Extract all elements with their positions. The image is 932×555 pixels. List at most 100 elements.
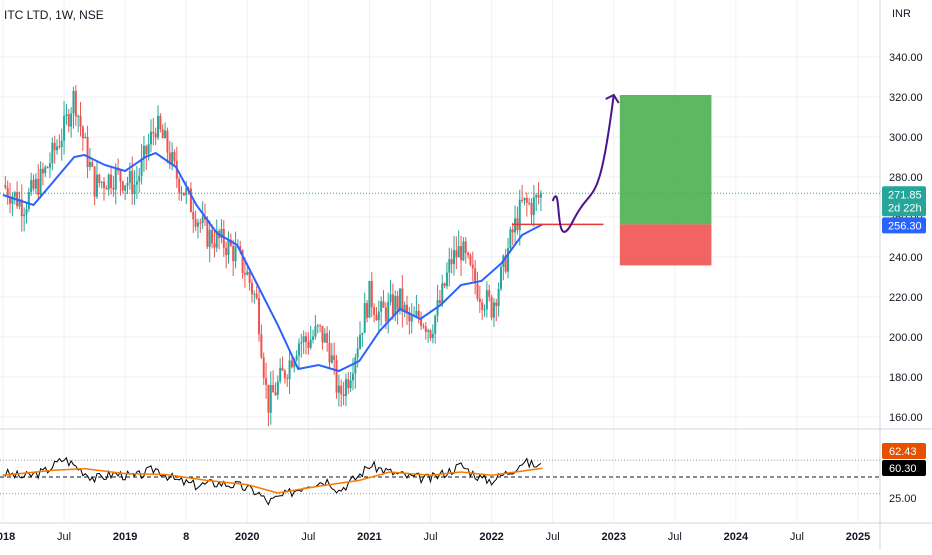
candle-body — [389, 294, 392, 302]
candle-body — [56, 146, 59, 151]
candle-body — [53, 142, 56, 151]
candle-body — [67, 114, 70, 127]
candle-body — [319, 325, 322, 327]
rsi-orange-label-box — [882, 443, 926, 459]
current-price-label: 271.85 — [888, 189, 922, 201]
target-zone — [619, 95, 712, 225]
price-tick-label: 220.00 — [889, 292, 923, 304]
candle-body — [462, 241, 465, 261]
candle-body — [349, 380, 352, 389]
candle-body — [415, 310, 418, 316]
candle-body — [521, 199, 524, 201]
candle-body — [406, 304, 409, 312]
candle-body — [528, 202, 531, 204]
candle-body — [255, 293, 258, 299]
candle-body — [441, 283, 444, 304]
candle-body — [297, 343, 300, 356]
candle-body — [159, 115, 162, 130]
candle-body — [166, 130, 169, 153]
candle-body — [135, 181, 138, 185]
candle-body — [119, 170, 122, 182]
candle-body — [342, 394, 345, 397]
candle-body — [537, 195, 540, 198]
candle-body — [124, 185, 127, 191]
candle-body — [48, 163, 51, 168]
time-tick-label: 2025 — [846, 531, 870, 543]
candle-body — [88, 162, 91, 167]
rsi-orange-label: 62.43 — [889, 446, 917, 458]
candle-body — [192, 211, 195, 220]
candle-body — [196, 222, 199, 227]
candle-body — [422, 325, 425, 327]
current-price-label-countdown: 2d 22h — [888, 202, 922, 214]
candle-body — [535, 195, 538, 198]
candle-body — [514, 218, 517, 233]
candle-body — [215, 230, 218, 248]
candle-body — [525, 197, 528, 203]
candle-body — [138, 175, 141, 182]
candle-body — [128, 170, 131, 183]
candle-body — [63, 115, 66, 141]
projection-arrow — [551, 94, 615, 233]
candle-body — [74, 90, 77, 117]
candle-body — [77, 115, 80, 117]
candle-body — [370, 281, 373, 308]
candle-body — [410, 316, 413, 322]
candle-body — [161, 129, 164, 139]
candle-body — [95, 174, 98, 197]
candle-body — [23, 214, 26, 217]
candle-body — [178, 178, 181, 193]
candle-body — [234, 246, 237, 262]
candle-body — [387, 301, 390, 322]
current-price-label-box — [882, 186, 926, 217]
candle-body — [509, 229, 512, 249]
rsi-tick-label: 25.00 — [889, 493, 917, 505]
candle-body — [396, 295, 399, 310]
candle-body — [171, 152, 174, 165]
candle-body — [314, 326, 317, 337]
candle-body — [302, 336, 305, 343]
candle-body — [44, 167, 47, 174]
candle-body — [81, 126, 84, 139]
candle-body — [79, 115, 82, 127]
candle-body — [337, 385, 340, 393]
candle-body — [258, 298, 261, 335]
candle-body — [152, 131, 155, 134]
stop-zone — [619, 224, 712, 266]
candle-body — [523, 197, 526, 201]
candle-body — [488, 290, 491, 297]
candle-body — [394, 295, 397, 315]
candle-body — [51, 142, 54, 164]
candle-body — [497, 288, 500, 307]
candle-body — [149, 131, 152, 145]
candle-body — [305, 336, 308, 342]
candle-body — [103, 181, 106, 188]
candle-body — [344, 379, 347, 397]
candle-body — [199, 222, 202, 224]
candle-body — [340, 385, 343, 395]
candle-body — [417, 310, 420, 318]
candle-body — [467, 252, 470, 256]
candle-body — [321, 325, 324, 343]
candle-body — [243, 272, 246, 275]
candle-body — [201, 216, 204, 223]
candle-body — [265, 378, 268, 385]
candle-body — [20, 199, 23, 217]
candle-body — [283, 370, 286, 379]
candle-body — [225, 247, 228, 256]
price-tick-label: 160.00 — [889, 412, 923, 424]
price-tick-label: 300.00 — [889, 132, 923, 144]
candle-body — [511, 229, 514, 233]
candle-body — [485, 290, 488, 310]
candle-body — [375, 314, 378, 321]
time-tick-label: Jul — [546, 531, 560, 543]
candle-body — [330, 355, 333, 363]
candle-body — [229, 239, 232, 246]
candle-body — [274, 392, 277, 395]
candle-body — [232, 245, 235, 262]
candle-body — [490, 296, 493, 318]
candle-body — [373, 307, 376, 315]
candle-body — [347, 379, 350, 389]
